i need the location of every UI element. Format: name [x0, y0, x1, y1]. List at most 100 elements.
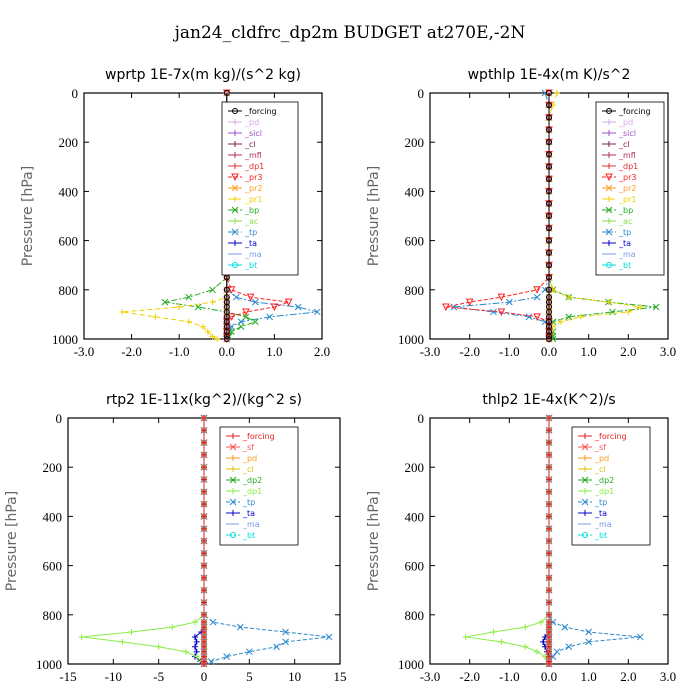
data-point-dp1 [78, 633, 85, 640]
legend-marker [582, 510, 588, 516]
chart-panel-4: thlp2 1E-4x(K^2)/s Pressure [hPa] -3.0 -2.0… [366, 392, 676, 684]
data-point-ta [540, 638, 547, 645]
legend-marker [605, 206, 613, 214]
data-point-ta [191, 643, 198, 650]
data-point-forcing [546, 274, 552, 281]
data-point-tp [282, 638, 289, 646]
data-point-forcing [546, 225, 552, 232]
legend-label: _ta [618, 239, 631, 248]
chart-panel-3: rtp2 1E-11x(kg^2)/(kg^2 s) Pressure [hPa]… [4, 392, 347, 684]
data-point-forcing [546, 249, 552, 256]
data-point-forcing [546, 213, 552, 219]
series-group [78, 414, 333, 668]
data-point-tp [585, 638, 593, 646]
legend-label: _forcing [618, 107, 651, 116]
x-tick-label: 0.0 [541, 344, 557, 359]
legend-label: _bt [594, 531, 607, 540]
legend-marker [230, 532, 236, 538]
legend-label: _dp1 [618, 162, 638, 171]
data-point-dp1 [193, 653, 200, 660]
data-point-forcing [546, 476, 552, 483]
data-point-tp [252, 298, 259, 306]
legend: _forcing _sf _pd _cl _dp2 _dp1 _tp _ta _ma _bt [571, 426, 651, 546]
data-point-pr1 [553, 90, 560, 96]
series-line-pr3 [445, 93, 550, 339]
legend-label: _pd [244, 118, 259, 127]
data-point-pr3 [270, 303, 279, 312]
y-tick-label: 800 [405, 608, 425, 623]
data-point-dp1 [182, 648, 189, 655]
y-tick-label: 1000 [398, 657, 424, 672]
y-tick-label: 0 [418, 411, 425, 426]
y-tick-label: 400 [405, 509, 425, 524]
data-point-bp [652, 303, 660, 311]
data-point-tp [223, 653, 231, 660]
y-axis-label: Pressure [hPa] [366, 166, 382, 266]
legend-marker [605, 173, 613, 182]
y-tick-label: 600 [43, 559, 63, 574]
legend-marker [232, 108, 238, 114]
legend-label: _cl [244, 140, 256, 149]
data-point-forcing [546, 188, 552, 195]
data-point-tp [565, 643, 573, 651]
legend-label: _bp [618, 206, 633, 215]
data-point-ta [193, 638, 200, 645]
data-point-tp [561, 623, 569, 631]
legend-marker [230, 510, 236, 516]
legend-label: _ac [618, 217, 632, 226]
legend-marker [232, 141, 238, 147]
data-point-bp [242, 313, 250, 321]
y-tick-label: 400 [405, 184, 425, 199]
data-point-pr1 [200, 323, 206, 330]
data-point-tp [533, 293, 541, 301]
x-tick-label: -3.0 [420, 669, 441, 684]
data-point-forcing [546, 488, 552, 495]
x-tick-label: -1.0 [499, 669, 520, 684]
data-point-pr1 [209, 299, 216, 306]
series-group [462, 414, 644, 668]
y-tick-label: 1000 [398, 332, 424, 347]
data-point-pr3 [284, 298, 293, 307]
legend: _forcing _pd _sicl _cl _mfl _dp1 _pr3 _pr2 _pr1 _… [595, 101, 665, 276]
y-tick-label: 600 [405, 234, 425, 249]
y-axis-label: Pressure [hPa] [366, 491, 382, 591]
data-point-pr3 [533, 286, 541, 294]
legend-label: _cl [242, 465, 254, 474]
data-point-forcing [546, 550, 552, 557]
data-point-pr1 [119, 308, 126, 315]
legend-label: _ta [244, 239, 257, 248]
data-point-tp [313, 308, 321, 316]
x-tick-label: -1.0 [169, 344, 190, 359]
legend-label: _tp [244, 228, 257, 237]
y-tick-label: 1000 [36, 657, 62, 672]
data-point-forcing [223, 286, 230, 293]
legend-label: _tp [618, 228, 631, 237]
legend-marker [232, 119, 238, 125]
chart-panel-2: wpthlp 1E-4x(m K)/s^2 Pressure [hPa] -3.0 -… [366, 67, 676, 359]
legend-label: _pr3 [618, 173, 636, 182]
data-point-forcing [546, 90, 552, 96]
x-tick-label: -10 [105, 669, 122, 684]
series-line-dp1 [81, 418, 205, 665]
legend-marker [230, 455, 236, 461]
data-point-tp [236, 623, 244, 631]
data-point-forcing [546, 262, 552, 269]
data-point-dp1 [462, 633, 469, 640]
data-point-forcing [546, 151, 552, 158]
x-tick-label: -3.0 [420, 344, 441, 359]
legend-label: _cl [594, 465, 606, 474]
y-axis-label: Pressure [hPa] [20, 166, 36, 266]
data-point-pr1 [176, 304, 183, 311]
legend-label: _dp2 [242, 476, 262, 485]
data-point-ta [191, 633, 198, 640]
data-point-pr1 [209, 333, 216, 340]
data-point-bp [252, 318, 259, 326]
data-point-pr1 [565, 294, 572, 301]
data-point-forcing [201, 501, 207, 508]
data-point-forcing [201, 464, 207, 471]
legend-marker [606, 119, 612, 125]
legend-marker [230, 488, 236, 494]
data-point-dp1 [128, 629, 135, 636]
y-tick-label: 800 [43, 608, 63, 623]
legend-label: _pr2 [244, 184, 262, 193]
